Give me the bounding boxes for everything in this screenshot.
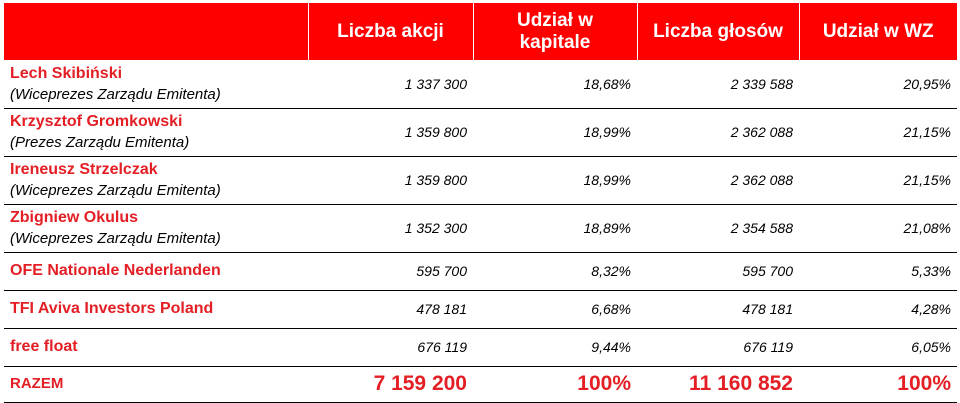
- shares-value: 1 359 800: [308, 156, 473, 205]
- holder-name: free float: [10, 338, 78, 355]
- total-shares: 7 159 200: [308, 366, 473, 403]
- header-empty-cell: [4, 3, 309, 60]
- holder-cell: OFE Nationale Nederlanden: [4, 252, 308, 291]
- capital-value: 18,89%: [473, 204, 637, 253]
- total-votes: 11 160 852: [637, 366, 799, 403]
- holder-cell: Ireneusz Strzelczak (Wiceprezes Zarządu …: [4, 156, 308, 205]
- shares-value: 1 337 300: [308, 60, 473, 109]
- capital-value: 8,32%: [473, 252, 637, 291]
- wz-value: 21,08%: [799, 204, 957, 253]
- capital-value: 18,99%: [473, 108, 637, 157]
- shares-value: 595 700: [308, 252, 473, 291]
- capital-value: 18,68%: [473, 60, 637, 109]
- votes-value: 595 700: [637, 252, 799, 291]
- capital-value: 18,99%: [473, 156, 637, 205]
- holder-name: Ireneusz Strzelczak: [10, 161, 158, 178]
- holder-cell: Zbigniew Okulus (Wiceprezes Zarządu Emit…: [4, 204, 308, 253]
- total-label: RAZEM: [10, 375, 64, 392]
- holder-role: (Wiceprezes Zarządu Emitenta): [10, 182, 221, 199]
- table-row: Krzysztof Gromkowski (Prezes Zarządu Emi…: [4, 108, 957, 157]
- holder-name: OFE Nationale Nederlanden: [10, 262, 221, 279]
- table-row: OFE Nationale Nederlanden 595 700 8,32% …: [4, 252, 957, 291]
- table-row: Lech Skibiński (Wiceprezes Zarządu Emite…: [4, 60, 957, 109]
- header-row: Liczba akcji Udział w kapitale Liczba gł…: [4, 3, 957, 60]
- votes-value: 2 362 088: [637, 156, 799, 205]
- header-capital-line1: Udział w: [516, 9, 593, 31]
- votes-value: 676 119: [637, 328, 799, 367]
- table-row: TFI Aviva Investors Poland 478 181 6,68%…: [4, 290, 957, 329]
- votes-value: 2 362 088: [637, 108, 799, 157]
- holder-name: Zbigniew Okulus: [10, 209, 139, 226]
- holder-role: (Wiceprezes Zarządu Emitenta): [10, 230, 221, 247]
- total-label-cell: RAZEM: [4, 366, 308, 403]
- total-capital: 100%: [473, 366, 637, 403]
- votes-value: 2 339 588: [637, 60, 799, 109]
- votes-value: 2 354 588: [637, 204, 799, 253]
- table-row: free float 676 119 9,44% 676 119 6,05%: [4, 328, 957, 367]
- wz-value: 5,33%: [799, 252, 957, 291]
- holder-cell: free float: [4, 328, 308, 367]
- wz-value: 21,15%: [799, 108, 957, 157]
- table-row: Ireneusz Strzelczak (Wiceprezes Zarządu …: [4, 156, 957, 205]
- shares-value: 676 119: [308, 328, 473, 367]
- shares-value: 1 352 300: [308, 204, 473, 253]
- wz-value: 20,95%: [799, 60, 957, 109]
- total-row: RAZEM 7 159 200 100% 11 160 852 100%: [4, 366, 957, 403]
- holder-name: Lech Skibiński: [10, 64, 123, 82]
- wz-value: 21,15%: [799, 156, 957, 205]
- header-votes: Liczba głosów: [637, 3, 800, 60]
- capital-value: 9,44%: [473, 328, 637, 367]
- header-capital-line2: kapitale: [519, 31, 591, 53]
- holder-cell: Lech Skibiński (Wiceprezes Zarządu Emite…: [4, 60, 308, 109]
- holder-name: Krzysztof Gromkowski: [10, 113, 183, 130]
- header-capital: Udział w kapitale: [473, 3, 638, 60]
- holder-cell: TFI Aviva Investors Poland: [4, 290, 308, 329]
- wz-value: 6,05%: [799, 328, 957, 367]
- header-shares: Liczba akcji: [308, 3, 474, 60]
- holder-cell: Krzysztof Gromkowski (Prezes Zarządu Emi…: [4, 108, 308, 157]
- table-row: Zbigniew Okulus (Wiceprezes Zarządu Emit…: [4, 204, 957, 253]
- header-wz: Udział w WZ: [799, 3, 957, 60]
- shareholder-table: Liczba akcji Udział w kapitale Liczba gł…: [4, 3, 957, 403]
- wz-value: 4,28%: [799, 290, 957, 329]
- holder-role: (Prezes Zarządu Emitenta): [10, 134, 190, 151]
- holder-role: (Wiceprezes Zarządu Emitenta): [10, 85, 221, 103]
- total-wz: 100%: [799, 366, 957, 403]
- capital-value: 6,68%: [473, 290, 637, 329]
- shares-value: 1 359 800: [308, 108, 473, 157]
- holder-name: TFI Aviva Investors Poland: [10, 300, 214, 317]
- votes-value: 478 181: [637, 290, 799, 329]
- shares-value: 478 181: [308, 290, 473, 329]
